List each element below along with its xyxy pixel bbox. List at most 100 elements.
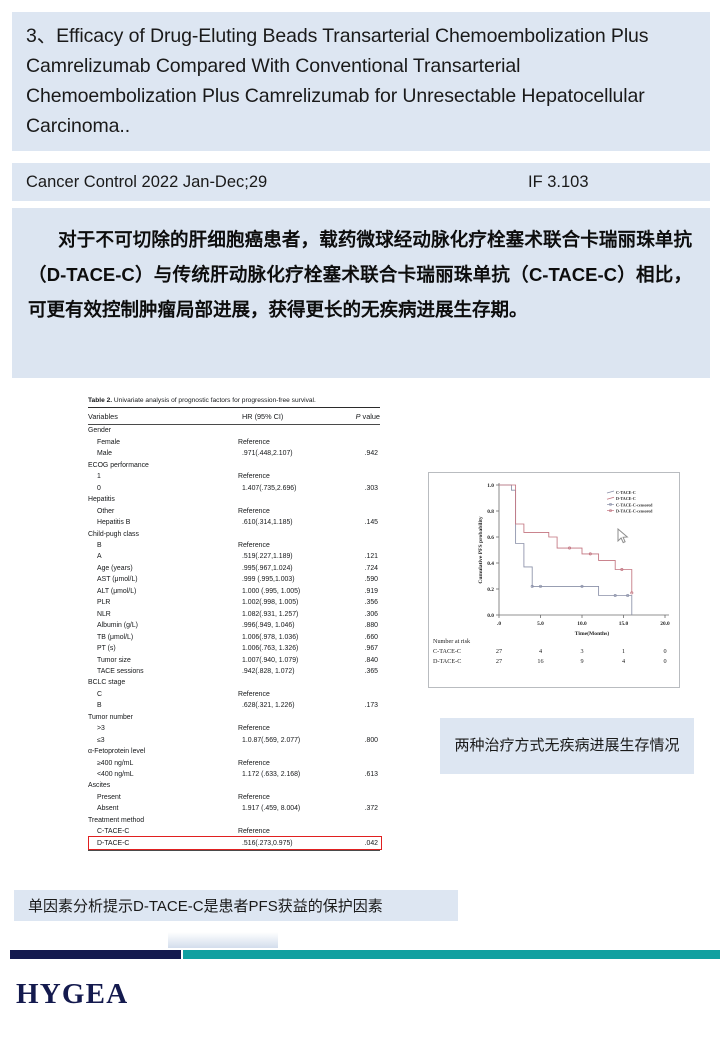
svg-text:27: 27 bbox=[496, 648, 502, 655]
paper-title-box: 3、Efficacy of Drug-Eluting Beads Transar… bbox=[12, 12, 710, 151]
cell-variable: Hepatitis bbox=[88, 496, 115, 504]
cell-hr: .942(.828, 1.072) bbox=[242, 667, 295, 675]
cell-variable: Tumor number bbox=[88, 713, 133, 721]
cell-variable: Female bbox=[97, 438, 120, 446]
column-header-hr: HR (95% CI) bbox=[242, 411, 284, 421]
table-row: TACE sessions .942(.828, 1.072) .365 bbox=[88, 666, 380, 677]
cell-hr bbox=[220, 494, 324, 505]
table-row: AST (μmol/L) .999 (.995,1.003) .590 bbox=[88, 574, 380, 585]
svg-text:D-TACE-C: D-TACE-C bbox=[616, 496, 636, 501]
cell-pvalue: .303 bbox=[364, 484, 378, 492]
cell-pvalue bbox=[324, 815, 380, 826]
table-row: B Reference bbox=[88, 540, 380, 551]
cell-pvalue: .173 bbox=[364, 702, 378, 710]
svg-text:0.0: 0.0 bbox=[487, 613, 494, 619]
footer-watermark bbox=[168, 932, 278, 948]
svg-text:0.6: 0.6 bbox=[487, 535, 494, 541]
cell-pvalue: .919 bbox=[364, 587, 378, 595]
table-row: Present Reference bbox=[88, 792, 380, 803]
cell-hr: .971(.448,2.107) bbox=[242, 450, 293, 458]
conclusion-note-box: 单因素分析提示D-TACE-C是患者PFS获益的保护因素 bbox=[14, 890, 458, 921]
cell-hr: .628(.321, 1.226) bbox=[242, 702, 295, 710]
cell-variable: Albumin (g/L) bbox=[97, 622, 138, 630]
cell-pvalue bbox=[324, 826, 380, 837]
cell-pvalue: .840 bbox=[364, 656, 378, 664]
cell-pvalue bbox=[324, 780, 380, 791]
cell-variable: Tumor size bbox=[97, 656, 131, 664]
svg-text:.0: .0 bbox=[497, 621, 501, 627]
table-row: PT (s) 1.006(.763, 1.326) .967 bbox=[88, 643, 380, 654]
cell-hr: 1.006(.763, 1.326) bbox=[242, 645, 299, 653]
conclusion-note-text: 单因素分析提示D-TACE-C是患者PFS获益的保护因素 bbox=[28, 898, 383, 915]
summary-body: 对于不可切除的肝细胞癌患者，载药微球经动脉化疗栓塞术联合卡瑞丽珠单抗（D-TAC… bbox=[28, 229, 692, 320]
svg-text:0: 0 bbox=[663, 658, 666, 665]
column-header-variables: Variables bbox=[88, 411, 118, 421]
table-row: Gender bbox=[88, 425, 380, 436]
summary-box: 对于不可切除的肝细胞癌患者，载药微球经动脉化疗栓塞术联合卡瑞丽珠单抗（D-TAC… bbox=[12, 208, 710, 378]
svg-text:Cumulative PFS probability: Cumulative PFS probability bbox=[478, 516, 484, 584]
svg-text:16: 16 bbox=[537, 658, 543, 665]
svg-text:5.0: 5.0 bbox=[537, 621, 544, 627]
cell-hr: 1.917 (.459, 8.004) bbox=[242, 805, 301, 813]
cell-hr: Reference bbox=[238, 793, 270, 801]
svg-text:3: 3 bbox=[580, 648, 583, 655]
table-row: ≥400 ng/mL Reference bbox=[88, 758, 380, 769]
svg-text:27: 27 bbox=[496, 658, 502, 665]
cell-hr: .519(.227,1.189) bbox=[242, 553, 293, 561]
cell-hr bbox=[220, 677, 324, 688]
cell-hr bbox=[220, 529, 324, 540]
table-row: Male .971(.448,2.107) .942 bbox=[88, 448, 380, 459]
chart-caption-box: 两种治疗方式无疾病进展生存情况 bbox=[440, 718, 694, 774]
table-row: Ascites bbox=[88, 780, 380, 791]
cell-hr: 1.082(.931, 1.257) bbox=[242, 610, 299, 618]
table-row: ≤3 1.0.87(.569, 2.077) .800 bbox=[88, 735, 380, 746]
cell-hr: 1.007(.940, 1.079) bbox=[242, 656, 299, 664]
cell-variable: ECOG performance bbox=[88, 461, 149, 469]
cell-hr: 1.002(.998, 1.005) bbox=[242, 599, 299, 607]
table-row: NLR 1.082(.931, 1.257) .306 bbox=[88, 609, 380, 620]
svg-text:0.2: 0.2 bbox=[487, 587, 494, 593]
cell-pvalue: .042 bbox=[364, 839, 378, 847]
svg-text:4: 4 bbox=[539, 648, 542, 655]
table-row: Other Reference bbox=[88, 506, 380, 517]
svg-text:1.0: 1.0 bbox=[487, 483, 494, 489]
cell-pvalue: .942 bbox=[364, 450, 378, 458]
chart-caption-text: 两种治疗方式无疾病进展生存情况 bbox=[454, 737, 680, 754]
cell-variable: Other bbox=[97, 507, 115, 515]
km-chart-svg: 0.0 0.2 0.4 0.6 0.8 1.0 .0 5.0 10.0 15.0 20.0 Time(… bbox=[433, 483, 670, 665]
cell-variable: Gender bbox=[88, 427, 111, 435]
cell-pvalue bbox=[324, 460, 380, 471]
cell-variable: TACE sessions bbox=[97, 667, 144, 675]
cell-pvalue bbox=[324, 506, 380, 517]
svg-text:1: 1 bbox=[622, 648, 625, 655]
table-mid-rule bbox=[88, 424, 380, 426]
cell-pvalue: .800 bbox=[364, 736, 378, 744]
cell-hr: Reference bbox=[238, 507, 270, 515]
cell-hr: .999 (.995,1.003) bbox=[242, 576, 295, 584]
table-row: Female Reference bbox=[88, 437, 380, 448]
table-caption-label: Table 2. bbox=[88, 397, 113, 404]
cell-hr bbox=[220, 746, 324, 757]
cell-variable: NLR bbox=[97, 610, 111, 618]
cell-variable: AST (μmol/L) bbox=[97, 576, 138, 584]
cell-pvalue bbox=[324, 529, 380, 540]
cell-hr: .996(.949, 1.046) bbox=[242, 622, 295, 630]
table-row: Child-pugh class bbox=[88, 529, 380, 540]
cell-pvalue: .660 bbox=[364, 633, 378, 641]
cell-pvalue: .880 bbox=[364, 622, 378, 630]
table-row: Tumor size 1.007(.940, 1.079) .840 bbox=[88, 655, 380, 666]
table-row: α-Fetoprotein level bbox=[88, 746, 380, 757]
cell-pvalue: .121 bbox=[364, 553, 378, 561]
footer-bar-teal bbox=[183, 950, 720, 959]
cell-variable: Age (years) bbox=[97, 564, 133, 572]
table-row: C-TACE-C Reference bbox=[88, 826, 380, 837]
column-header-pvalue: P value bbox=[355, 411, 380, 421]
table-row: A .519(.227,1.189) .121 bbox=[88, 551, 380, 562]
cell-hr bbox=[220, 780, 324, 791]
univariate-analysis-table: Table 2. Univariate analysis of prognost… bbox=[88, 396, 380, 852]
table-row: ECOG performance bbox=[88, 460, 380, 471]
brand-logo: HYGEA bbox=[16, 978, 129, 1010]
cell-hr: .610(.314,1.185) bbox=[242, 519, 293, 527]
journal-citation: Cancer Control 2022 Jan-Dec;29 bbox=[26, 172, 268, 191]
table-top-rule bbox=[88, 407, 380, 409]
